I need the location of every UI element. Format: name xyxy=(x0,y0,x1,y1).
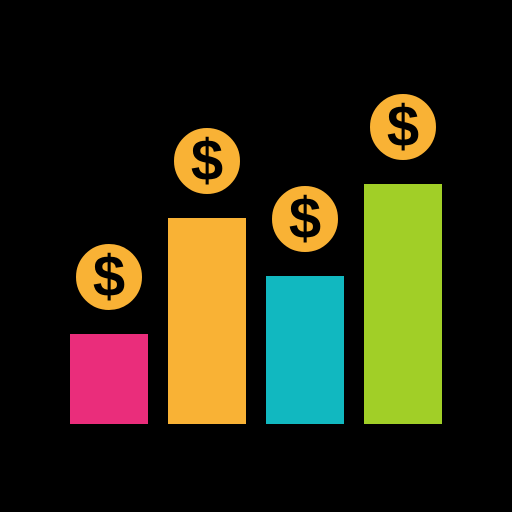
dollar-coin-icon: $ xyxy=(166,120,248,202)
dollar-symbol: $ xyxy=(93,248,125,306)
dollar-symbol: $ xyxy=(387,98,419,156)
dollar-symbol: $ xyxy=(191,132,223,190)
dollar-symbol: $ xyxy=(289,190,321,248)
dollar-coin-icon: $ xyxy=(264,178,346,260)
dollar-coin-icon: $ xyxy=(68,236,150,318)
dollar-coin-icon: $ xyxy=(362,86,444,168)
money-bar-chart: $ $ $ $ xyxy=(0,0,512,512)
